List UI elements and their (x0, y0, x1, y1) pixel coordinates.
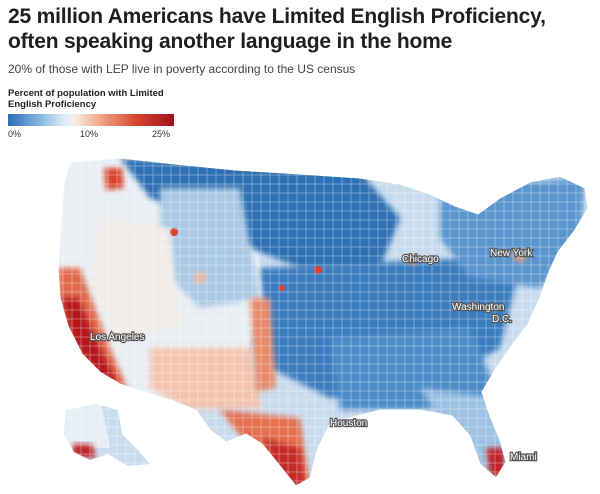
city-label-washington-line2: D.C. (492, 314, 512, 325)
city-label-washington-line1: Washington (452, 302, 504, 313)
alaska-region (64, 404, 150, 466)
city-label-miami: Miami (510, 452, 537, 463)
us-county-map: Chicago New York Washington D.C. Los Ang… (57, 157, 589, 487)
legend-tick-10: 10% (80, 129, 99, 139)
legend-title: Percent of population with Limited Engli… (8, 88, 164, 110)
legend-color-scale (8, 114, 174, 126)
chart-subtitle: 20% of those with LEP live in poverty ac… (8, 62, 356, 76)
city-label-chicago: Chicago (402, 254, 439, 265)
city-label-los-angeles: Los Angeles (90, 332, 145, 343)
legend-tick-25: 25% (152, 129, 171, 139)
city-label-houston: Houston (330, 418, 367, 429)
legend-tick-0: 0% (8, 129, 22, 139)
city-label-new-york: New York (490, 248, 533, 259)
chart-title: 25 million Americans have Limited Englis… (8, 5, 546, 53)
